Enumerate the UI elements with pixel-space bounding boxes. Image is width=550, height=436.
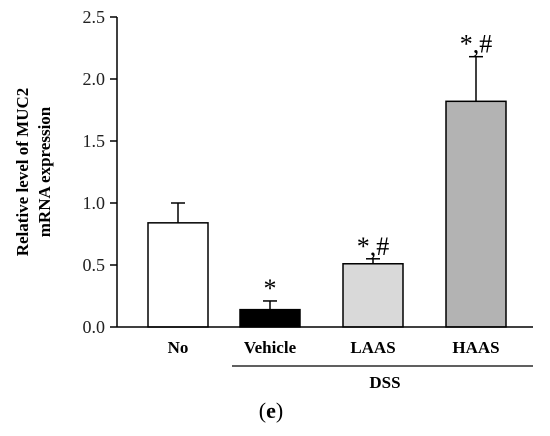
bar-haas xyxy=(445,100,507,328)
x-tick-label: Vehicle xyxy=(244,338,297,357)
bar-vehicle xyxy=(239,308,301,328)
significance-label: *,# xyxy=(460,30,493,59)
significance-label: *,# xyxy=(357,232,390,261)
y-tick-label: 1.5 xyxy=(83,131,106,151)
y-tick-label: 2.0 xyxy=(83,69,106,89)
x-tick-label: No xyxy=(168,338,189,357)
panel-label: (e) xyxy=(259,398,283,423)
group-label: DSS xyxy=(369,373,400,392)
bar-no xyxy=(147,222,209,328)
bar-laas xyxy=(342,263,404,328)
y-axis-title: Relative level of MUC2 mRNA expression xyxy=(13,88,54,257)
ylabel-line2: mRNA expression xyxy=(35,106,54,237)
x-tick-label: HAAS xyxy=(452,338,499,357)
ylabel-line1: Relative level of MUC2 xyxy=(13,88,32,257)
y-tick-label: 0.5 xyxy=(83,255,106,275)
y-tick-label: 0.0 xyxy=(83,317,106,337)
significance-label: * xyxy=(264,274,277,303)
y-tick-label: 1.0 xyxy=(83,193,106,213)
x-tick-label: LAAS xyxy=(350,338,395,357)
y-tick-label: 2.5 xyxy=(83,7,106,27)
